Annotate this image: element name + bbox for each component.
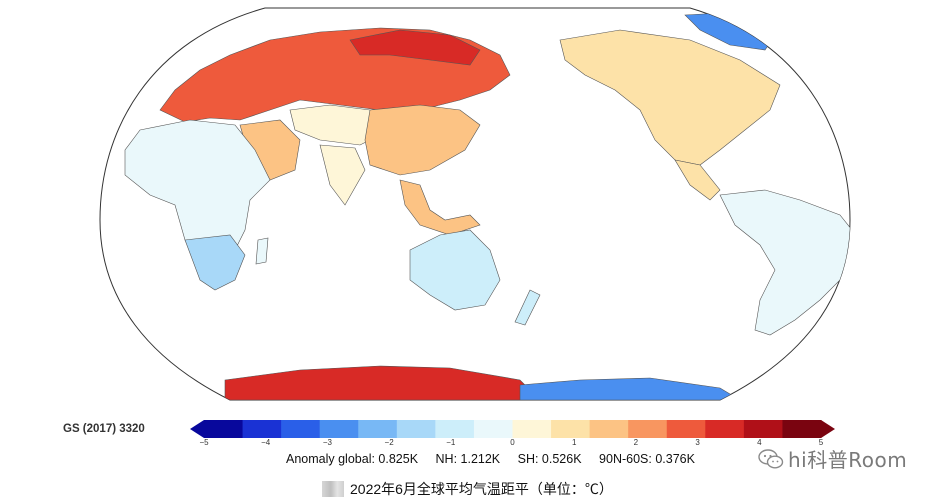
colorbar-tick-label: −2: [384, 438, 394, 447]
colorbar-segment: [319, 420, 359, 438]
land-north-siberia: [349, 29, 481, 66]
stat-sh: SH: 0.526K: [517, 452, 582, 466]
stat-band: 90N-60S: 0.376K: [599, 452, 695, 466]
blurred-image-icon: [322, 481, 344, 497]
stat-global: Anomaly global: 0.825K: [286, 452, 419, 466]
colorbar-tick-label: 0: [510, 438, 515, 447]
colorbar-extend-high: [821, 420, 835, 438]
colorbar-segment: [435, 420, 475, 438]
land-se-asia: [399, 179, 481, 236]
colorbar-tick-label: −3: [322, 438, 332, 447]
world-map: [99, 7, 851, 401]
anomaly-stats: Anomaly global: 0.825K NH: 1.212K SH: 0.…: [286, 452, 709, 466]
colorbar-segment: [589, 420, 629, 438]
caption-text: 2022年6月全球平均气温距平（单位：℃）: [350, 481, 613, 497]
land-antarctica-west: [519, 377, 742, 400]
colorbar-tick-label: 1: [571, 438, 577, 447]
colorbar-tick-label: −4: [261, 438, 271, 447]
land-australia: [409, 229, 501, 311]
colorbar: [190, 420, 835, 438]
land-india: [319, 144, 366, 206]
colorbar-tick-label: 5: [818, 438, 824, 447]
colorbar-tick-label: 2: [633, 438, 639, 447]
colorbar-tick-label: 4: [757, 438, 762, 447]
colorbar-segment: [628, 420, 668, 438]
colorbar-segment: [551, 420, 591, 438]
colorbar-segment: [666, 420, 706, 438]
colorbar-segment: [782, 420, 822, 438]
land-south-america: [719, 189, 850, 336]
colorbar-tick-label: 3: [695, 438, 700, 447]
colorbar-segment: [358, 420, 398, 438]
colorbar-segment: [512, 420, 552, 438]
watermark-text: hi科普Room: [788, 448, 908, 472]
colorbar-segment: [473, 420, 513, 438]
land-madagascar: [255, 237, 269, 265]
source-label: GS (2017) 3320: [63, 423, 145, 435]
colorbar-segment: [396, 420, 436, 438]
wechat-icon: [758, 448, 784, 469]
colorbar-segment: [281, 420, 321, 438]
stat-nh: NH: 1.212K: [435, 452, 501, 466]
colorbar-tick-label: −1: [446, 438, 456, 447]
colorbar-segment: [705, 420, 745, 438]
colorbar-segment: [204, 420, 244, 438]
colorbar-extend-low: [190, 420, 204, 438]
colorbar-ticks: −5 −4 −3 −2 −1 0 1 2 3 4 5: [0, 438, 949, 452]
land-new-zealand: [514, 289, 541, 326]
land-southern-africa: [184, 234, 246, 291]
figure-caption: 2022年6月全球平均气温距平（单位：℃）: [322, 479, 613, 499]
land-north-america: [559, 29, 781, 166]
land-central-america: [674, 159, 721, 201]
watermark: hi科普Room: [758, 444, 907, 473]
colorbar-segment: [242, 420, 282, 438]
colorbar-tick-label: −5: [199, 438, 209, 447]
colorbar-segment: [743, 420, 783, 438]
land-china: [364, 104, 481, 176]
land-antarctica-east: [224, 365, 541, 400]
